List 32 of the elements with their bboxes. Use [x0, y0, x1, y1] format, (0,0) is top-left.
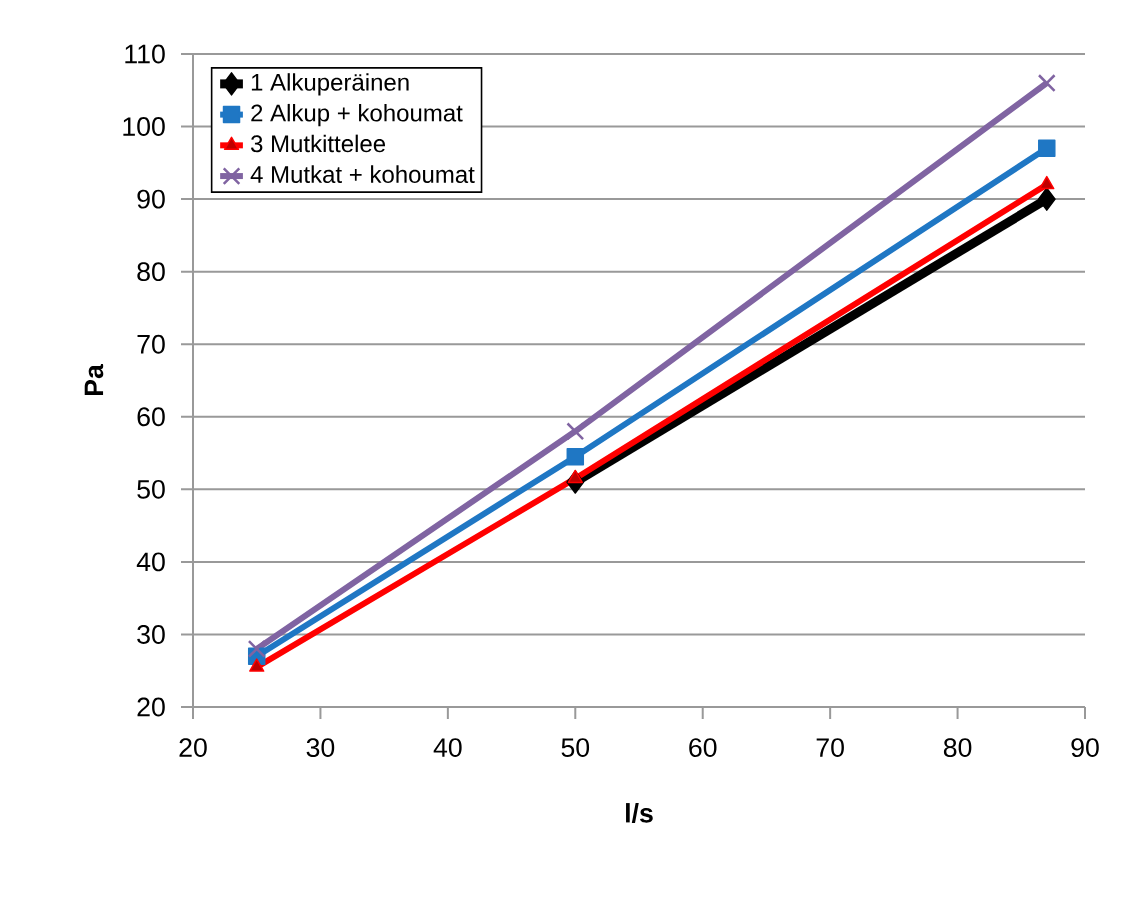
- y-tick-label: 40: [136, 552, 165, 572]
- y-tick-label: 80: [137, 262, 165, 282]
- point: [567, 469, 583, 484]
- y-tick-label: 100: [123, 117, 165, 136]
- point: [1038, 139, 1056, 158]
- point: [566, 447, 585, 466]
- y-axis-title: Pa: [84, 364, 104, 396]
- point: [1037, 73, 1056, 93]
- x-tick-label: 90: [1071, 738, 1099, 758]
- y-tick-label: 90: [137, 189, 165, 209]
- y-tick-label: 20: [137, 697, 165, 717]
- x-tick-label: 30: [306, 738, 335, 758]
- y-tick-label: 110: [125, 44, 165, 64]
- y-tick-label: 60: [137, 407, 165, 427]
- legend-label: 2 Alkup + kohoumat: [251, 103, 463, 127]
- x-axis-title: l/s: [626, 803, 653, 823]
- x-tick-label: 50: [561, 738, 590, 758]
- point: [247, 639, 266, 658]
- point: [1037, 187, 1056, 211]
- x-tick-label: 80: [943, 738, 972, 758]
- x-tick-label: 40: [433, 738, 462, 758]
- point: [249, 658, 265, 672]
- x-tick-label: 20: [179, 738, 207, 758]
- legend-label: 1 Alkuperäinen: [251, 73, 409, 96]
- x-tick-label: 70: [816, 738, 844, 758]
- legend-label: 3 Mutkittelee: [251, 134, 386, 153]
- y-tick-label: 50: [137, 479, 165, 499]
- legend-label: 4 Mutkat + kohoumat: [250, 165, 475, 183]
- x-tick-label: 60: [689, 738, 717, 758]
- y-tick-label: 30: [137, 625, 165, 644]
- y-tick-label: 70: [137, 334, 165, 354]
- point: [566, 422, 585, 441]
